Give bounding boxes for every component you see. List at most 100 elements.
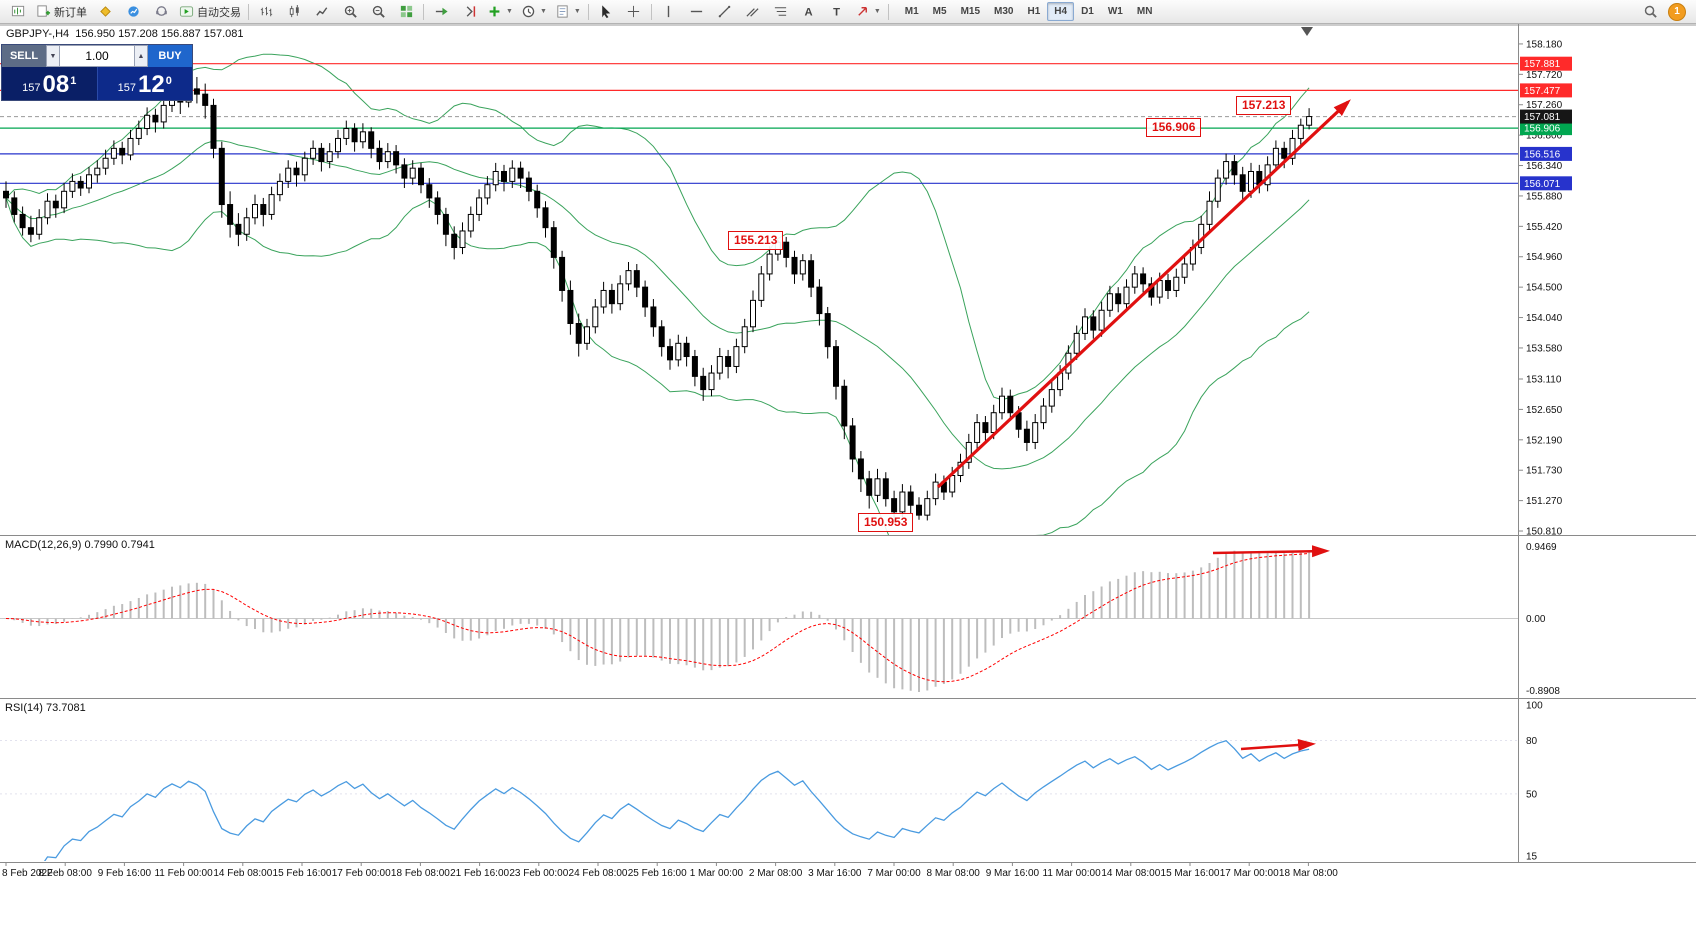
macd-arrow[interactable]: [1212, 545, 1330, 558]
auto-scroll-button[interactable]: [427, 1, 455, 23]
cursor-icon: [598, 4, 613, 19]
market-button[interactable]: [91, 1, 119, 23]
market-icon: [98, 4, 113, 19]
support-button[interactable]: [147, 1, 175, 23]
new-order-button[interactable]: 新订单: [32, 1, 91, 23]
buy-button[interactable]: BUY: [148, 45, 192, 67]
fibonacci-button[interactable]: [767, 1, 795, 23]
price-axis-label: 157.720: [1526, 70, 1563, 81]
search-button[interactable]: [1636, 1, 1664, 23]
text-label-button[interactable]: T: [823, 1, 851, 23]
timeframe-d1-button[interactable]: D1: [1081, 6, 1094, 17]
indicators-button[interactable]: ▼: [483, 1, 517, 23]
equidistant-channel-button[interactable]: [739, 1, 767, 23]
text-icon: A: [801, 4, 816, 19]
line-chart-button[interactable]: [308, 1, 336, 23]
time-axis-label: 14 Feb 08:00: [213, 868, 272, 879]
macd-axis-max: 0.9469: [1526, 542, 1557, 553]
timeframe-m30-button[interactable]: M30: [994, 6, 1014, 17]
price-annotation[interactable]: 157.213: [1236, 96, 1292, 115]
volume-decrease-button[interactable]: ▼: [46, 45, 60, 67]
timeframe-h1-button[interactable]: H1: [1027, 6, 1041, 17]
timeframe-m15-button[interactable]: M15: [960, 6, 981, 17]
trendline-button[interactable]: [711, 1, 739, 23]
bollinger-bands: [5, 53, 1310, 535]
trendline-icon: [717, 4, 732, 19]
svg-text:157.881: 157.881: [1524, 59, 1561, 70]
fibonacci-icon: [773, 4, 788, 19]
price-axis-label: 155.880: [1526, 191, 1563, 202]
new-chart-icon: [11, 4, 26, 19]
sell-price-prefix: 157: [22, 82, 41, 94]
macd-axis-min: -0.8908: [1526, 686, 1560, 697]
sell-price-display[interactable]: 157 08 1: [2, 67, 97, 100]
timeframe-mn-button[interactable]: MN: [1136, 6, 1153, 17]
candles: [3, 71, 1313, 522]
text-button[interactable]: A: [795, 1, 823, 23]
toolbar-separator: [587, 3, 589, 20]
sell-button[interactable]: SELL: [2, 45, 46, 67]
time-axis-label: 7 Mar 00:00: [867, 868, 921, 879]
rsi-arrow[interactable]: [1240, 738, 1316, 751]
timeframe-w1-button[interactable]: W1: [1107, 6, 1123, 17]
horizontal-line-button[interactable]: [683, 1, 711, 23]
price-axis-label: 157.260: [1526, 100, 1563, 111]
price-annotation[interactable]: 156.906: [1146, 118, 1202, 137]
arrows-icon: [855, 4, 870, 19]
timeframe-h4-button[interactable]: H4: [1047, 2, 1075, 21]
templates-dropdown-caret-icon[interactable]: ▼: [573, 8, 581, 15]
price-tag-156.906: 156.906: [1520, 121, 1572, 136]
vertical-line-button[interactable]: [655, 1, 683, 23]
svg-text:157.081: 157.081: [1524, 112, 1561, 123]
notification-badge[interactable]: 1: [1668, 2, 1686, 21]
templates-button[interactable]: ▼: [551, 1, 585, 23]
time-axis-label: 18 Feb 08:00: [391, 868, 450, 879]
trend-arrow[interactable]: [936, 99, 1351, 489]
crosshair-icon: [626, 4, 641, 19]
time-axis-label: 11 Mar 00:00: [1043, 868, 1102, 879]
arrows-dropdown-caret-icon[interactable]: ▼: [873, 8, 881, 15]
autotrading-button[interactable]: 自动交易: [175, 1, 245, 23]
auto-scroll-icon: [434, 4, 449, 19]
signals-button[interactable]: [119, 1, 147, 23]
volume-input[interactable]: [60, 45, 134, 67]
time-axis-label: 9 Mar 16:00: [986, 868, 1040, 879]
toolbar-separator: [887, 3, 889, 20]
price-axis-label: 152.650: [1526, 405, 1563, 416]
cursor-button[interactable]: [592, 1, 620, 23]
timeframe-m1-button[interactable]: M1: [904, 6, 919, 17]
buy-price-fraction: 0: [165, 75, 172, 87]
rsi-indicator-label: RSI(14) 73.7081: [5, 702, 86, 714]
zoom-out-button[interactable]: [364, 1, 392, 23]
candles-chart-button[interactable]: [280, 1, 308, 23]
rsi-axis-label: 50: [1526, 789, 1538, 800]
macd-axis-zero: 0.00: [1526, 614, 1546, 625]
periods-icon: [521, 4, 536, 19]
zoom-in-button[interactable]: [336, 1, 364, 23]
price-annotation[interactable]: 155.213: [728, 231, 784, 250]
periods-dropdown-caret-icon[interactable]: ▼: [539, 8, 547, 15]
arrows-button[interactable]: ▼: [851, 1, 885, 23]
chart-shift-button[interactable]: [455, 1, 483, 23]
chart-shift-marker[interactable]: [1301, 27, 1313, 36]
new-chart-button[interactable]: [4, 1, 32, 23]
templates-icon: [555, 4, 570, 19]
periods-button[interactable]: ▼: [517, 1, 551, 23]
price-annotation[interactable]: 150.953: [858, 513, 914, 532]
crosshair-button[interactable]: [620, 1, 648, 23]
price-axis-label: 151.730: [1526, 466, 1563, 477]
svg-text:A: A: [805, 7, 813, 19]
time-axis-label: 17 Mar 00:00: [1220, 868, 1279, 879]
indicators-dropdown-caret-icon[interactable]: ▼: [506, 8, 513, 15]
timeframe-m5-button[interactable]: M5: [932, 6, 947, 17]
macd-plot: [0, 550, 1518, 692]
volume-increase-button[interactable]: ▲: [134, 45, 148, 67]
line-chart-icon: [315, 4, 330, 19]
candles-chart-icon: [287, 4, 302, 19]
new-order-label: 新订单: [54, 6, 87, 19]
tile-windows-button[interactable]: [392, 1, 420, 23]
bars-chart-button[interactable]: [252, 1, 280, 23]
buy-price-display[interactable]: 157 12 0: [96, 67, 192, 100]
new-order-icon: [36, 4, 51, 19]
